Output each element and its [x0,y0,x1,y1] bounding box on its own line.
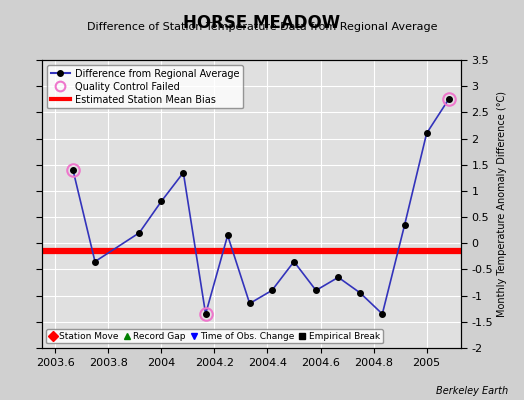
Text: Difference of Station Temperature Data from Regional Average: Difference of Station Temperature Data f… [87,22,437,32]
Legend: Station Move, Record Gap, Time of Obs. Change, Empirical Break: Station Move, Record Gap, Time of Obs. C… [47,329,383,344]
Text: HORSE MEADOW: HORSE MEADOW [183,14,341,32]
Text: Berkeley Earth: Berkeley Earth [436,386,508,396]
Y-axis label: Monthly Temperature Anomaly Difference (°C): Monthly Temperature Anomaly Difference (… [497,91,507,317]
